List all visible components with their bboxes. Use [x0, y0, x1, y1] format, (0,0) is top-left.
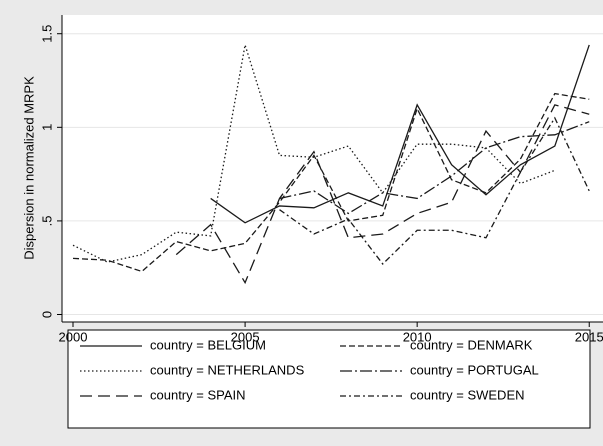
legend-label: country = NETHERLANDS [150, 362, 305, 377]
legend-label: country = SWEDEN [410, 387, 525, 402]
x-tick-label: 2000 [59, 329, 88, 344]
x-tick-label: 2010 [403, 329, 432, 344]
legend-label: country = PORTUGAL [410, 362, 539, 377]
legend-box [67, 329, 591, 429]
y-tick-label: 0 [39, 311, 54, 318]
series-line [279, 116, 590, 265]
x-tick-label: 2005 [231, 329, 260, 344]
series-line [175, 104, 590, 285]
legend-label: country = SPAIN [150, 387, 246, 402]
series-line [210, 44, 590, 224]
legend-label: country = DENMARK [410, 337, 533, 352]
series-line [279, 121, 590, 215]
series-line [72, 44, 556, 263]
y-tick-label: .5 [39, 215, 54, 226]
legend-label: country = BELGIUM [150, 337, 266, 352]
y-tick-label: 1 [39, 124, 54, 131]
plot-area [62, 15, 603, 322]
y-tick-label: 1.5 [39, 25, 54, 43]
y-axis-label: Dispersion in normalized MRPK [21, 76, 36, 260]
series-line [72, 92, 590, 273]
x-tick-label: 2015 [575, 329, 603, 344]
